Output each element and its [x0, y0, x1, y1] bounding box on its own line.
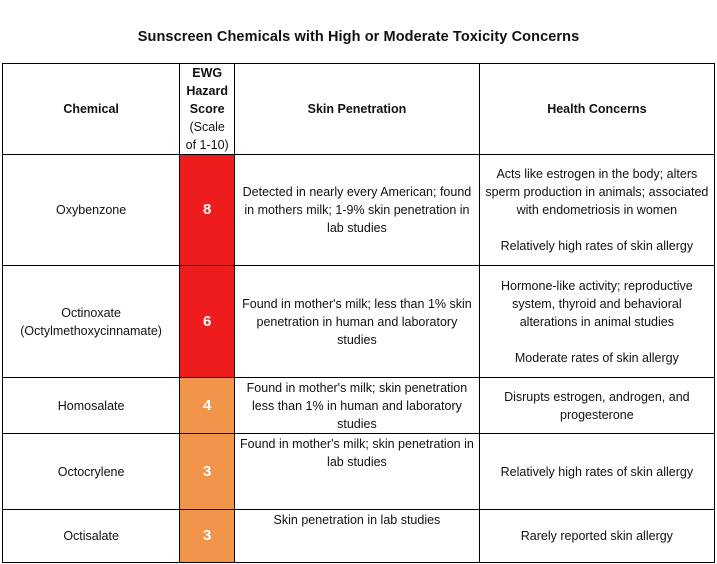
table-row: Octisalate 3 Skin penetration in lab stu… [1, 509, 716, 563]
health-extra: Moderate rates of skin allergy [514, 350, 679, 365]
health-cell: Acts like estrogen in the body; alters s… [478, 154, 716, 266]
header-score-line2: Hazard [186, 84, 229, 98]
score-cell: 3 [179, 433, 236, 510]
score-cell: 4 [179, 377, 236, 434]
header-chemical: Chemical [1, 63, 181, 155]
chemical-cell: Homosalate [1, 377, 181, 434]
chemical-name: Octinoxate [61, 305, 121, 320]
table-row: Homosalate 4 Found in mother's milk; ski… [1, 377, 716, 434]
health-main: Hormone-like activity; reproductive syst… [500, 278, 693, 329]
chemical-cell: Oxybenzone [1, 154, 181, 266]
chemical-cell: Octinoxate (Octylmethoxycinnamate) [1, 265, 181, 378]
chemical-alt-name: (Octylmethoxycinnamate) [20, 323, 162, 338]
header-score: EWG Hazard Score (Scale of 1-10) [179, 63, 236, 155]
page-title: Sunscreen Chemicals with High or Moderat… [137, 29, 580, 45]
table-header-row: Chemical EWG Hazard Score (Scale of 1-10… [1, 63, 716, 155]
health-main: Acts like estrogen in the body; alters s… [485, 167, 709, 217]
header-score-line1: EWG [192, 66, 223, 80]
score-cell: 8 [179, 154, 236, 266]
health-cell: Disrupts estrogen, androgen, and progest… [478, 377, 716, 434]
penetration-cell: Found in mother's milk; skin penetration… [234, 433, 480, 510]
health-cell: Rarely reported skin allergy [478, 509, 716, 563]
table-row: Octinoxate (Octylmethoxycinnamate) 6 Fou… [1, 265, 716, 378]
header-score-scale1: (Scale [189, 120, 225, 134]
header-health: Health Concerns [478, 63, 716, 155]
chemical-cell: Octisalate [1, 509, 181, 563]
chemical-cell: Octocrylene [1, 433, 181, 510]
score-cell: 3 [179, 509, 236, 563]
score-cell: 6 [179, 265, 236, 378]
table-row: Oxybenzone 8 Detected in nearly every Am… [1, 154, 716, 266]
health-extra: Relatively high rates of skin allergy [500, 239, 694, 253]
penetration-cell: Found in mother's milk; skin penetration… [234, 377, 480, 434]
penetration-cell: Found in mother's milk; less than 1% ski… [234, 265, 480, 378]
header-score-line3: Score [189, 102, 225, 116]
header-penetration: Skin Penetration [234, 63, 480, 155]
penetration-cell: Skin penetration in lab studies [234, 509, 480, 563]
health-cell: Relatively high rates of skin allergy [478, 433, 716, 510]
toxicity-table: Chemical EWG Hazard Score (Scale of 1-10… [1, 63, 716, 563]
header-score-scale2: of 1-10) [185, 138, 229, 152]
health-cell: Hormone-like activity; reproductive syst… [478, 265, 716, 378]
penetration-cell: Detected in nearly every American; found… [234, 154, 480, 266]
table-row: Octocrylene 3 Found in mother's milk; sk… [1, 433, 716, 510]
